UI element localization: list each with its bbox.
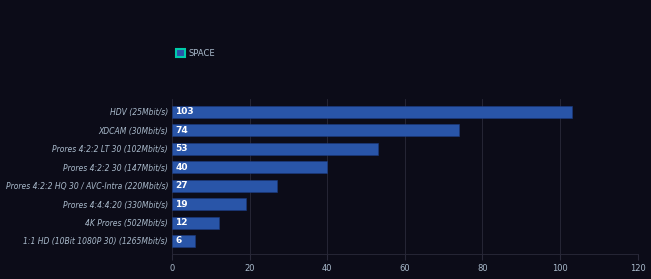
Bar [173,217,219,229]
Bar [173,180,277,192]
Bar [173,161,327,173]
Bar [173,235,195,247]
Text: 19: 19 [175,199,188,209]
Text: 53: 53 [175,144,188,153]
Text: 103: 103 [175,107,194,116]
Text: 6: 6 [175,237,182,246]
Text: 74: 74 [175,126,188,135]
Text: 27: 27 [175,181,188,190]
Bar [173,143,378,155]
Text: 40: 40 [175,163,188,172]
Bar [173,198,246,210]
Text: 12: 12 [175,218,188,227]
Legend: SPACE: SPACE [176,49,215,58]
Bar [173,106,572,118]
Bar [173,124,459,136]
